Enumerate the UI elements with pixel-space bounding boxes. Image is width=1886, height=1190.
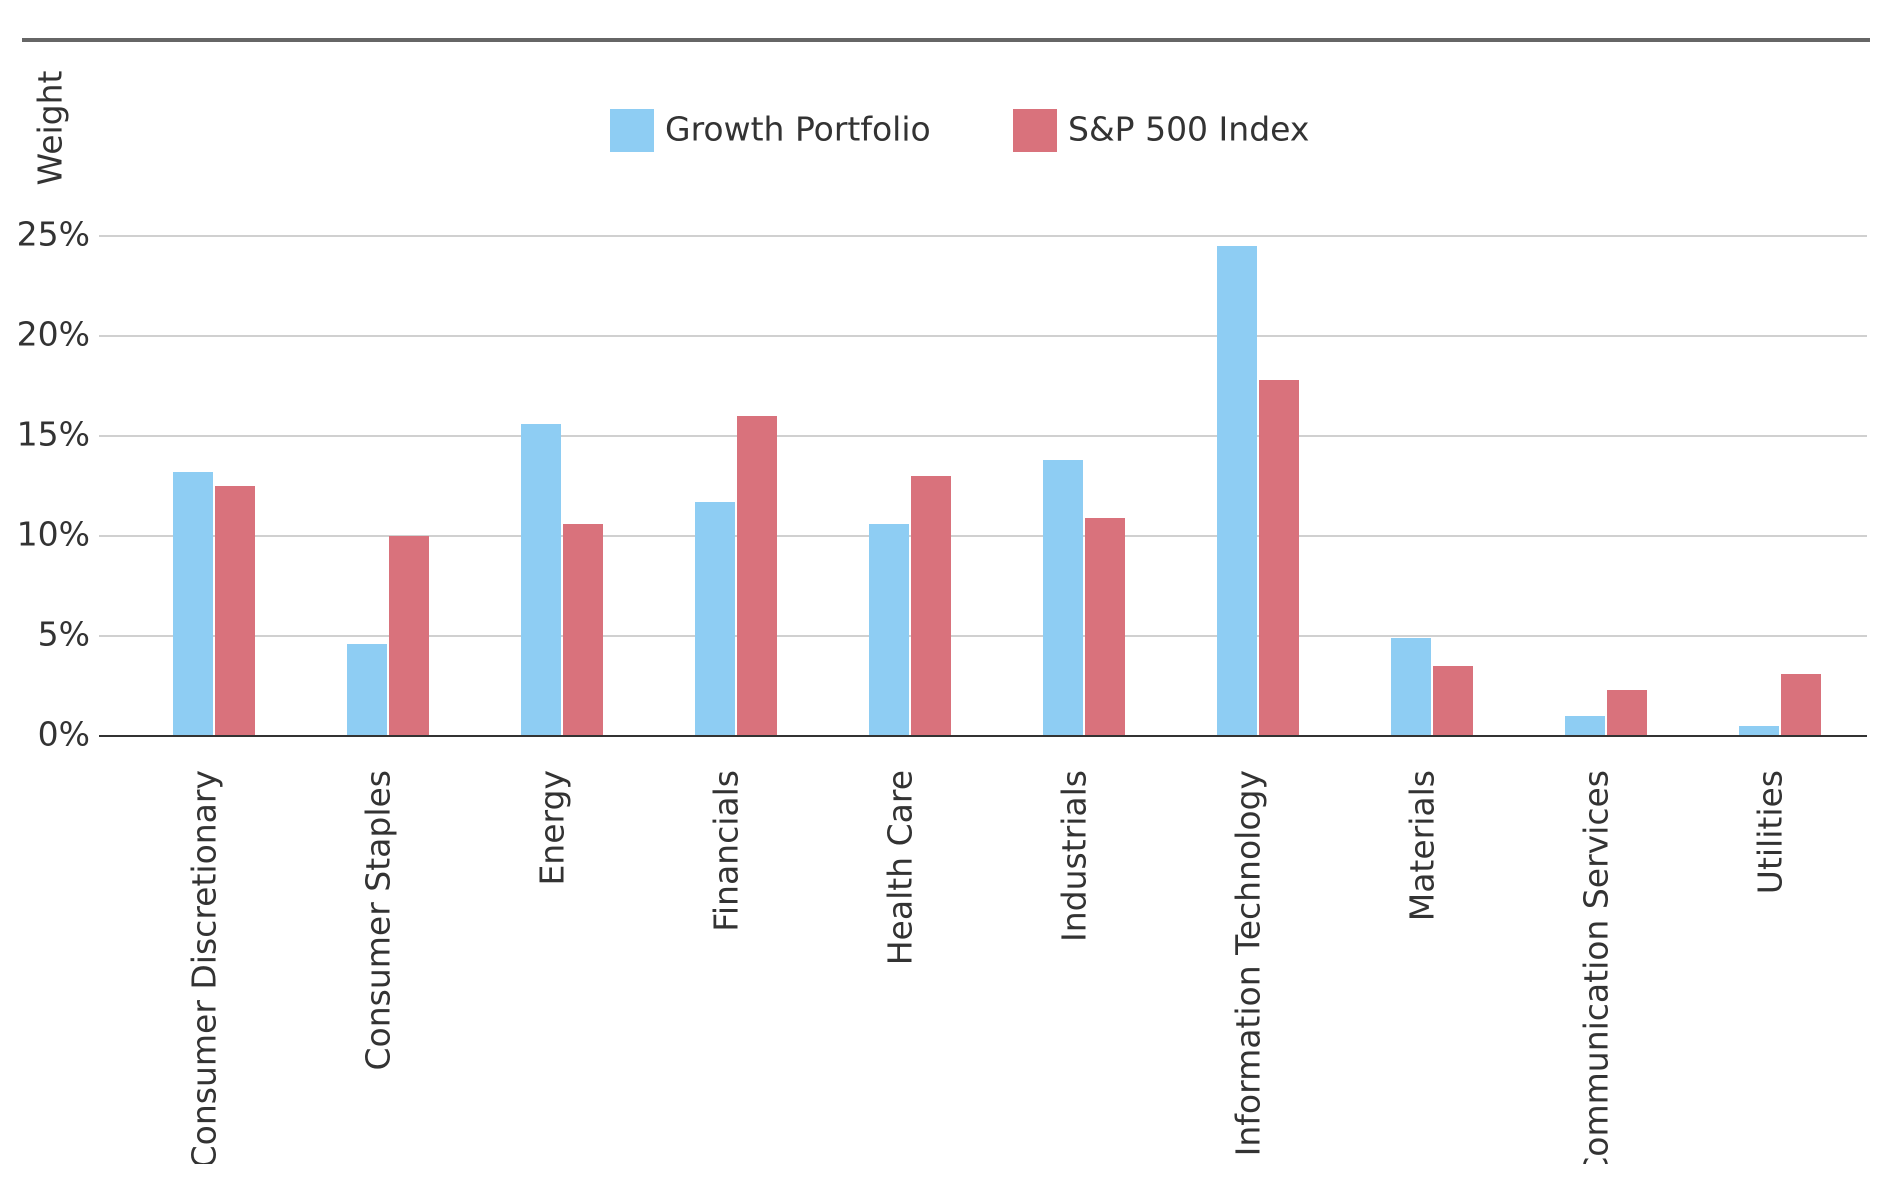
bar — [869, 524, 909, 736]
x-tick-label: Materials — [1403, 770, 1442, 921]
x-tick-label: Utilities — [1751, 770, 1790, 894]
bar — [1781, 674, 1821, 736]
bar — [563, 524, 603, 736]
category-labels: Consumer Discretionary Consumer Staples En… — [185, 770, 1790, 1180]
bar — [521, 424, 561, 736]
x-tick-label: Industrials — [1055, 770, 1094, 942]
x-tick-label: Communication Services — [1577, 770, 1616, 1180]
x-tick-label: Energy — [533, 770, 572, 886]
y-tick-label: 25% — [17, 215, 90, 254]
bar — [389, 536, 429, 736]
bar — [1433, 666, 1473, 736]
y-tick-label: 10% — [17, 515, 90, 554]
bar — [1739, 726, 1779, 736]
x-tick-label: Health Care — [881, 770, 920, 965]
bar — [173, 472, 213, 736]
bar — [1043, 460, 1083, 736]
legend-swatch — [1013, 109, 1057, 152]
bar — [1565, 716, 1605, 736]
bar — [1085, 518, 1125, 736]
bar — [1217, 246, 1257, 736]
y-axis-label: Weight — [31, 70, 70, 185]
y-tick-label: 5% — [38, 615, 90, 654]
y-tick-label: 0% — [38, 715, 90, 754]
x-tick-label: Consumer Staples — [359, 770, 398, 1070]
x-tick-label: Consumer Discretionary — [185, 770, 224, 1168]
y-tick-label: 15% — [17, 415, 90, 454]
bar — [1391, 638, 1431, 736]
bar — [911, 476, 951, 736]
bar — [215, 486, 255, 736]
legend-label: Growth Portfolio — [665, 110, 931, 149]
legend-label: S&P 500 Index — [1068, 110, 1309, 149]
x-tick-label: Information Technology — [1229, 770, 1268, 1156]
bar — [1607, 690, 1647, 736]
legend-swatch — [610, 109, 654, 152]
bar — [695, 502, 735, 736]
bar — [347, 644, 387, 736]
bar — [1259, 380, 1299, 736]
bar — [737, 416, 777, 736]
y-tick-label: 20% — [17, 315, 90, 354]
x-tick-label: Financials — [707, 770, 746, 932]
